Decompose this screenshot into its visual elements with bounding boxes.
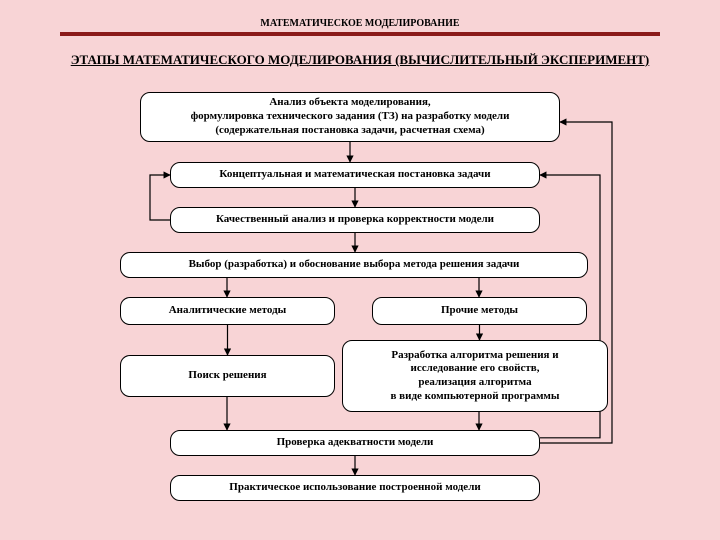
- flowchart-node-n7: Проверка адекватности модели: [170, 430, 540, 456]
- flowchart-node-n6b: Разработка алгоритма решения и исследова…: [342, 340, 608, 412]
- flowchart-node-n1: Анализ объекта моделирования, формулиров…: [140, 92, 560, 142]
- flowchart-node-n8: Практическое использование построенной м…: [170, 475, 540, 501]
- page: МАТЕМАТИЧЕСКОЕ МОДЕЛИРОВАНИЕ ЭТАПЫ МАТЕМ…: [0, 0, 720, 540]
- flowchart-node-n2: Концептуальная и математическая постанов…: [170, 162, 540, 188]
- flowchart-node-n5a: Аналитические методы: [120, 297, 335, 325]
- header-subtitle: ЭТАПЫ МАТЕМАТИЧЕСКОГО МОДЕЛИРОВАНИЯ (ВЫЧ…: [0, 52, 720, 68]
- header-rule: [60, 32, 660, 36]
- flowchart-node-n6a: Поиск решения: [120, 355, 335, 397]
- flowchart-node-n5b: Прочие методы: [372, 297, 587, 325]
- flowchart-node-n3: Качественный анализ и проверка корректно…: [170, 207, 540, 233]
- header-title: МАТЕМАТИЧЕСКОЕ МОДЕЛИРОВАНИЕ: [0, 18, 720, 29]
- flowchart-node-n4: Выбор (разработка) и обоснование выбора …: [120, 252, 588, 278]
